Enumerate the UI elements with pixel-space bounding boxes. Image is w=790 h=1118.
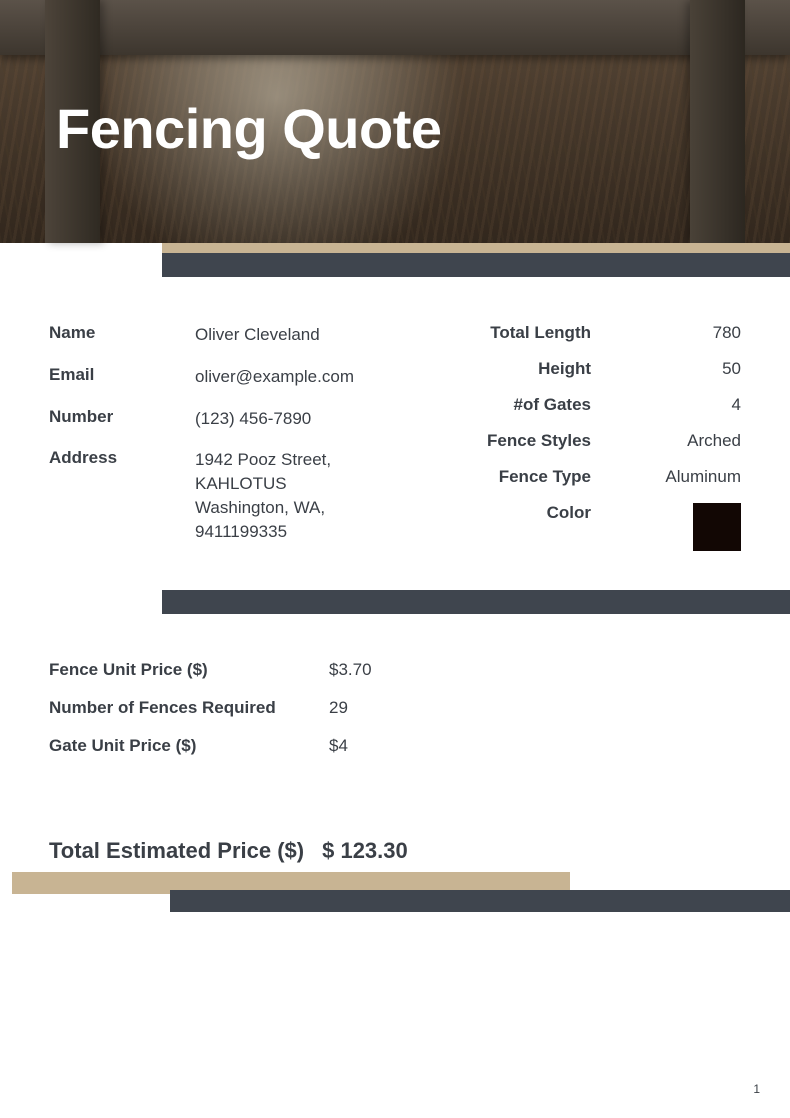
- hero-banner: Fencing Quote: [0, 0, 790, 243]
- label-address: Address: [49, 448, 195, 468]
- value-gate-price: $4: [329, 736, 348, 756]
- value-email: oliver@example.com: [195, 365, 375, 389]
- info-section: Name Oliver Cleveland Email oliver@examp…: [49, 323, 741, 572]
- divider-mid: [162, 590, 790, 614]
- label-gate-price: Gate Unit Price ($): [49, 736, 329, 756]
- value-styles: Arched: [621, 431, 741, 451]
- page-title: Fencing Quote: [56, 96, 442, 161]
- label-height: Height: [415, 359, 621, 379]
- label-color: Color: [415, 503, 621, 523]
- specs-column: Total Length 780 Height 50 #of Gates 4 F…: [415, 323, 741, 572]
- page-number: 1: [753, 1082, 760, 1096]
- value-total-length: 780: [621, 323, 741, 343]
- value-height: 50: [621, 359, 741, 379]
- value-num-fences: 29: [329, 698, 348, 718]
- total-row: Total Estimated Price ($) $ 123.30: [49, 838, 408, 864]
- divider-bottom: [0, 872, 790, 912]
- value-gates: 4: [621, 395, 741, 415]
- customer-column: Name Oliver Cleveland Email oliver@examp…: [49, 323, 375, 572]
- hero-post: [690, 0, 745, 243]
- value-color: [621, 503, 741, 556]
- pricing-section: Fence Unit Price ($) $3.70 Number of Fen…: [49, 660, 741, 774]
- label-number: Number: [49, 407, 195, 427]
- value-address: 1942 Pooz Street, KAHLOTUS Washington, W…: [195, 448, 375, 543]
- value-unit-price: $3.70: [329, 660, 372, 680]
- label-type: Fence Type: [415, 467, 621, 487]
- label-gates: #of Gates: [415, 395, 621, 415]
- color-swatch: [693, 503, 741, 551]
- divider-top: [0, 243, 790, 283]
- value-name: Oliver Cleveland: [195, 323, 375, 347]
- label-total: Total Estimated Price ($): [49, 838, 304, 864]
- label-total-length: Total Length: [415, 323, 621, 343]
- label-num-fences: Number of Fences Required: [49, 698, 329, 718]
- label-unit-price: Fence Unit Price ($): [49, 660, 329, 680]
- value-number: (123) 456-7890: [195, 407, 375, 431]
- label-email: Email: [49, 365, 195, 385]
- value-type: Aluminum: [621, 467, 741, 487]
- label-styles: Fence Styles: [415, 431, 621, 451]
- label-name: Name: [49, 323, 195, 343]
- value-total: $ 123.30: [322, 838, 408, 864]
